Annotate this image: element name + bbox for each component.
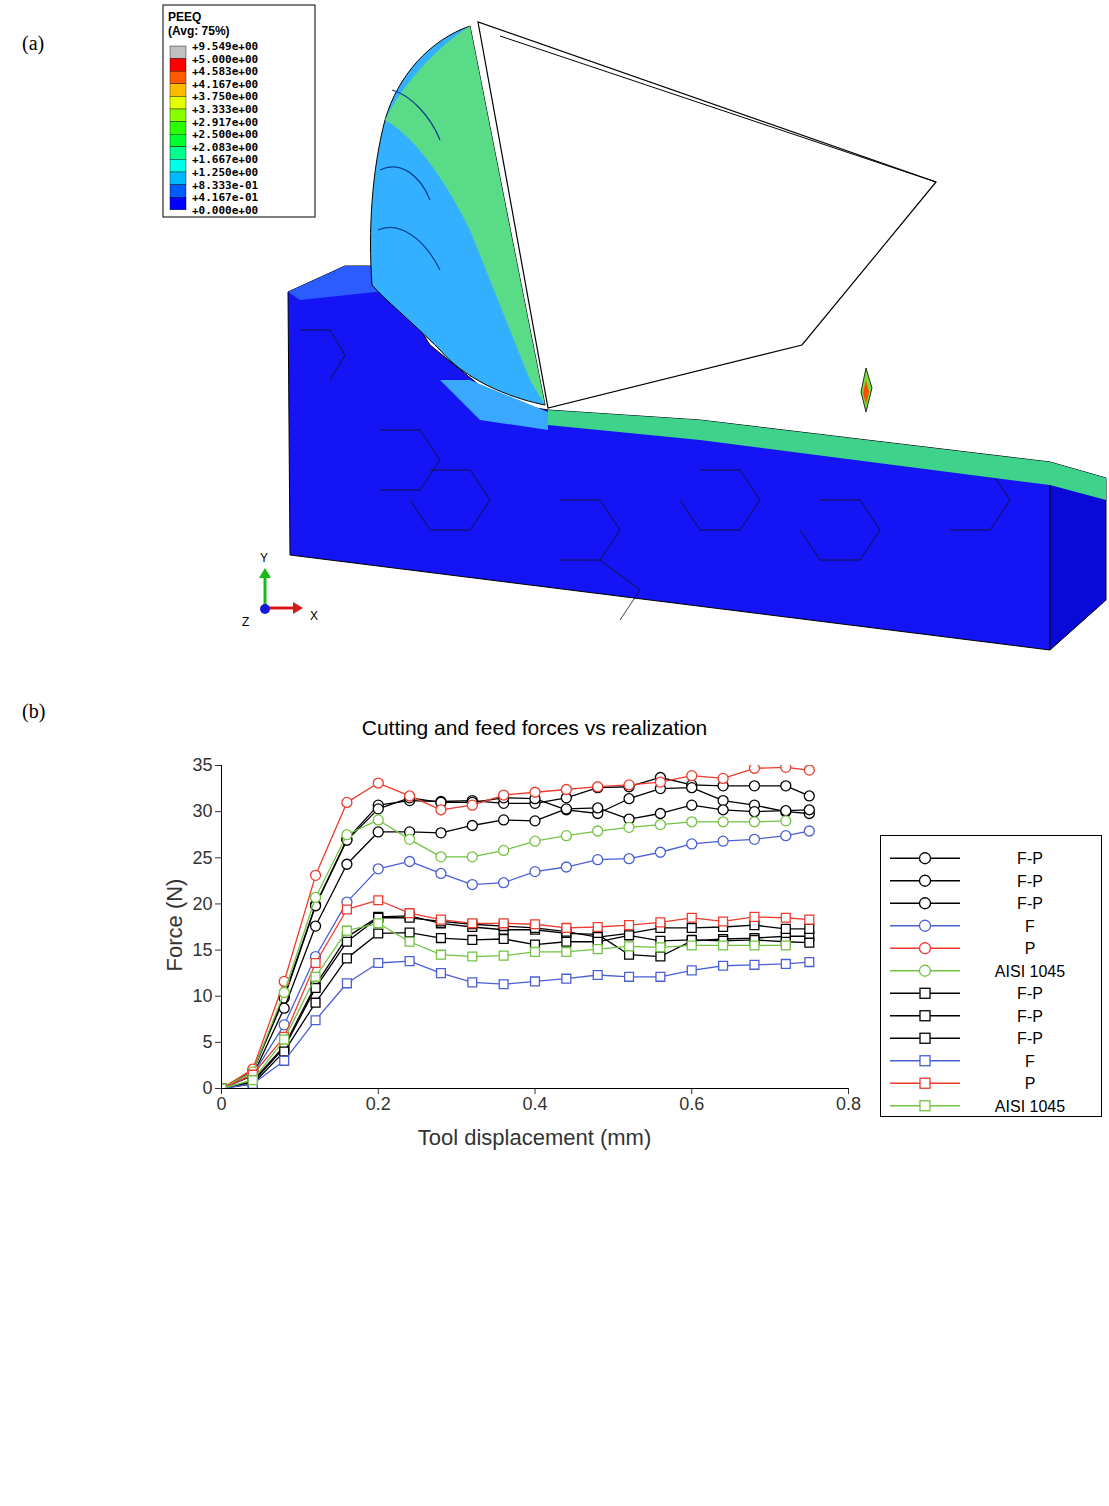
svg-text:+4.167e+00: +4.167e+00 bbox=[192, 78, 258, 91]
svg-text:F-P: F-P bbox=[1017, 1008, 1043, 1025]
svg-text:AISI 1045: AISI 1045 bbox=[995, 1098, 1065, 1115]
html-text:Cutting and feed forces vs rea: Cutting and feed forces vs realization bbox=[361, 716, 708, 739]
svg-text:0: 0 bbox=[216, 1094, 226, 1114]
svg-text:25: 25 bbox=[192, 848, 212, 868]
svg-text:(Avg: 75%): (Avg: 75%) bbox=[168, 24, 230, 38]
svg-text:30: 30 bbox=[192, 801, 212, 821]
svg-text:P: P bbox=[1025, 940, 1036, 957]
svg-text:+8.333e-01: +8.333e-01 bbox=[192, 179, 259, 192]
svg-text:5: 5 bbox=[202, 1032, 212, 1052]
svg-text:+3.750e+00: +3.750e+00 bbox=[192, 90, 258, 103]
svg-text:+0.000e+00: +0.000e+00 bbox=[192, 204, 258, 217]
svg-text:AISI 1045: AISI 1045 bbox=[995, 963, 1065, 980]
svg-text:X: X bbox=[310, 609, 318, 623]
svg-text:F-P: F-P bbox=[1017, 1030, 1043, 1047]
svg-text:P: P bbox=[1025, 1075, 1036, 1092]
svg-text:0.8: 0.8 bbox=[836, 1094, 861, 1114]
svg-text:+1.250e+00: +1.250e+00 bbox=[192, 166, 258, 179]
svg-text:Z: Z bbox=[242, 615, 249, 629]
svg-text:20: 20 bbox=[192, 894, 212, 914]
svg-text:(a): (a) bbox=[22, 32, 44, 55]
svg-text:+1.667e+00: +1.667e+00 bbox=[192, 153, 258, 166]
svg-text:F-P: F-P bbox=[1017, 985, 1043, 1002]
svg-text:+5.000e+00: +5.000e+00 bbox=[192, 53, 258, 66]
svg-text:Y: Y bbox=[260, 551, 268, 565]
svg-text:F-P: F-P bbox=[1017, 850, 1043, 867]
svg-text:F: F bbox=[1025, 918, 1035, 935]
html-text:Tool displacement (mm): Tool displacement (mm) bbox=[417, 1125, 652, 1150]
svg-text:15: 15 bbox=[192, 940, 212, 960]
svg-text:0.4: 0.4 bbox=[522, 1094, 547, 1114]
svg-text:+9.549e+00: +9.549e+00 bbox=[192, 40, 258, 53]
svg-text:F: F bbox=[1025, 1053, 1035, 1070]
svg-text:+2.500e+00: +2.500e+00 bbox=[192, 128, 258, 141]
svg-text:F-P: F-P bbox=[1017, 873, 1043, 890]
svg-text:35: 35 bbox=[192, 755, 212, 775]
html-text:(b): (b) bbox=[22, 700, 46, 722]
svg-text:PEEQ: PEEQ bbox=[168, 10, 201, 24]
svg-text:+4.167e-01: +4.167e-01 bbox=[192, 191, 259, 204]
svg-text:+2.917e+00: +2.917e+00 bbox=[192, 116, 258, 129]
svg-text:0.2: 0.2 bbox=[366, 1094, 391, 1114]
svg-text:+4.583e+00: +4.583e+00 bbox=[192, 65, 258, 78]
svg-text:F-P: F-P bbox=[1017, 895, 1043, 912]
svg-text:10: 10 bbox=[192, 986, 212, 1006]
svg-text:+3.333e+00: +3.333e+00 bbox=[192, 103, 258, 116]
html-text:Force (N): Force (N) bbox=[162, 878, 187, 972]
svg-text:0.6: 0.6 bbox=[679, 1094, 704, 1114]
svg-text:0: 0 bbox=[202, 1078, 212, 1098]
svg-text:+2.083e+00: +2.083e+00 bbox=[192, 141, 258, 154]
